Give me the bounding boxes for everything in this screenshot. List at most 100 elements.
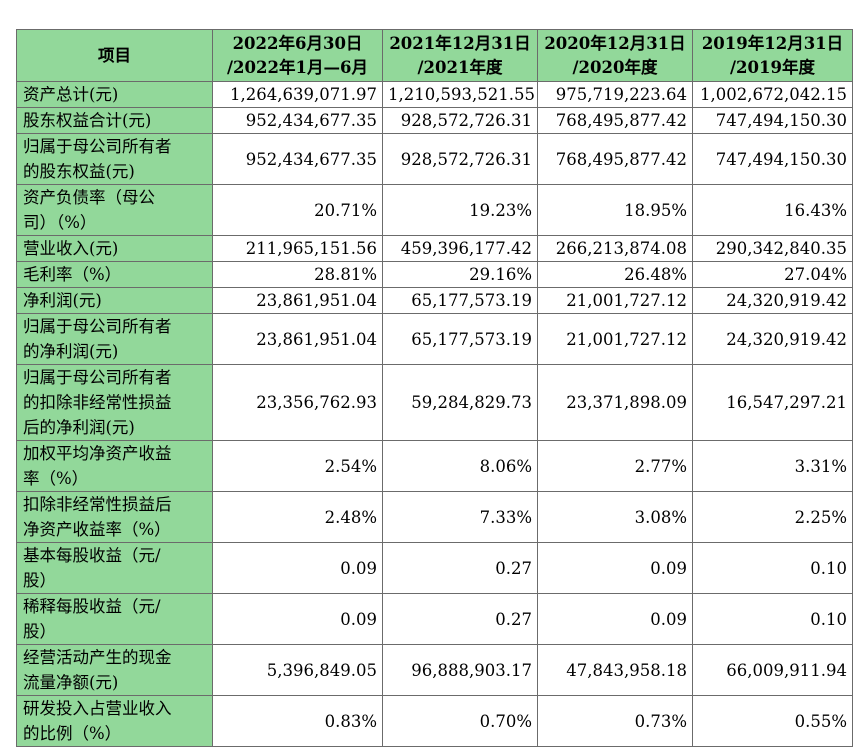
row-value: 21,001,727.12 (537, 313, 693, 365)
row-value: 8.06% (382, 440, 538, 492)
table-row: 归属于母公司所有者 的净利润(元) 23,861,951.04 65,177,573.… (16, 313, 853, 365)
table-row: 稀释每股收益（元/股） 0.09 0.27 0.09 0.10 (16, 593, 853, 645)
table-row: 归属于母公司所有者 的扣除非经常性损益 后的净利润(元) 23,356,762.93 5… (16, 364, 853, 441)
header-period-date: 2019年12月31日 (701, 33, 844, 53)
row-label: 经营活动产生的现金 流量净额(元) (16, 644, 213, 696)
row-label: 研发投入占营业收入 的比例（%） (16, 695, 213, 747)
row-value: 768,495,877.42 (537, 133, 693, 185)
row-label-line: 研发投入占营业收入 (23, 699, 172, 718)
row-value: 0.27 (382, 593, 538, 645)
row-label-line: 资产负债率（母公 (23, 188, 155, 207)
row-value: 96,888,903.17 (382, 644, 538, 696)
row-value: 952,434,677.35 (212, 133, 383, 185)
table-row: 基本每股收益（元/股） 0.09 0.27 0.09 0.10 (16, 542, 853, 594)
row-value: 952,434,677.35 (212, 107, 383, 134)
row-value: 20.71% (212, 184, 383, 236)
row-label: 归属于母公司所有者 的扣除非经常性损益 后的净利润(元) (16, 364, 213, 441)
table-row: 研发投入占营业收入 的比例（%） 0.83% 0.70% 0.73% 0.55% (16, 695, 853, 747)
table-row: 资产负债率（母公 司）（%） 20.71% 19.23% 18.95% 16.43% (16, 184, 853, 236)
row-value: 47,843,958.18 (537, 644, 693, 696)
row-label: 毛利率（%） (16, 261, 213, 288)
row-value: 0.73% (537, 695, 693, 747)
row-label-line: 后的净利润(元) (23, 418, 135, 437)
row-label: 净利润(元) (16, 287, 213, 314)
row-value: 1,002,672,042.15 (692, 81, 853, 108)
row-value: 0.55% (692, 695, 853, 747)
row-value: 27.04% (692, 261, 853, 288)
header-period-range: /2021年度 (417, 57, 503, 77)
row-value: 26.48% (537, 261, 693, 288)
row-value: 65,177,573.19 (382, 287, 538, 314)
row-value: 28.81% (212, 261, 383, 288)
row-value: 290,342,840.35 (692, 235, 853, 262)
row-value: 16.43% (692, 184, 853, 236)
row-label-line: 的股东权益(元) (23, 162, 135, 181)
row-label-line: 净资产收益率（%） (23, 520, 171, 539)
row-value: 0.10 (692, 542, 853, 594)
row-value: 23,861,951.04 (212, 313, 383, 365)
row-label-line: 归属于母公司所有者 (23, 317, 172, 336)
row-label: 营业收入(元) (16, 235, 213, 262)
row-value: 21,001,727.12 (537, 287, 693, 314)
row-label-line: 的比例（%） (23, 724, 122, 743)
row-value: 211,965,151.56 (212, 235, 383, 262)
row-value: 29.16% (382, 261, 538, 288)
row-value: 747,494,150.30 (692, 133, 853, 185)
row-label: 基本每股收益（元/股） (16, 542, 213, 594)
row-label-line: 股） (23, 622, 56, 641)
header-item: 项目 (16, 29, 213, 82)
row-value: 3.08% (537, 491, 693, 543)
row-value: 2.77% (537, 440, 693, 492)
row-value: 459,396,177.42 (382, 235, 538, 262)
row-value: 0.09 (537, 593, 693, 645)
row-label-line: 的扣除非经常性损益 (23, 393, 172, 412)
row-value: 2.25% (692, 491, 853, 543)
table-row: 营业收入(元) 211,965,151.56 459,396,177.42 266,2… (16, 235, 853, 262)
row-value: 23,371,898.09 (537, 364, 693, 441)
row-label: 加权平均净资产收益 率（%） (16, 440, 213, 492)
table-row: 毛利率（%） 28.81% 29.16% 26.48% 27.04% (16, 261, 853, 288)
row-label-line: 净利润(元) (23, 291, 102, 310)
header-period: 2020年12月31日 /2020年度 (537, 29, 693, 82)
row-label-line: 司）（%） (23, 213, 97, 232)
row-label-line: 毛利率（%） (23, 265, 122, 284)
table-row: 加权平均净资产收益 率（%） 2.54% 8.06% 2.77% 3.31% (16, 440, 853, 492)
row-label-line: 稀释每股收益（元/ (23, 597, 161, 616)
row-label-line: 加权平均净资产收益 (23, 444, 172, 463)
header-period-date: 2022年6月30日 (232, 33, 363, 53)
header-period: 2022年6月30日 /2022年1月—6月 (212, 29, 383, 82)
financial-summary-table: 项目 2022年6月30日 /2022年1月—6月 2021年12月31日 /2… (16, 29, 853, 747)
row-value: 768,495,877.42 (537, 107, 693, 134)
table-body: 资产总计(元) 1,264,639,071.97 1,210,593,521.55 9… (16, 81, 853, 747)
row-value: 59,284,829.73 (382, 364, 538, 441)
row-value: 65,177,573.19 (382, 313, 538, 365)
row-value: 18.95% (537, 184, 693, 236)
header-period: 2021年12月31日 /2021年度 (382, 29, 538, 82)
row-value: 0.09 (212, 593, 383, 645)
row-value: 928,572,726.31 (382, 107, 538, 134)
row-label-line: 扣除非经常性损益后 (23, 495, 172, 514)
header-period-date: 2021年12月31日 (389, 33, 531, 53)
row-label-line: 率（%） (23, 469, 89, 488)
row-value: 19.23% (382, 184, 538, 236)
row-value: 2.48% (212, 491, 383, 543)
header-row: 项目 2022年6月30日 /2022年1月—6月 2021年12月31日 /2… (16, 29, 853, 82)
row-value: 1,264,639,071.97 (212, 81, 383, 108)
row-label-line: 归属于母公司所有者 (23, 137, 172, 156)
row-value: 0.70% (382, 695, 538, 747)
header-period-date: 2020年12月31日 (544, 33, 686, 53)
row-value: 266,213,874.08 (537, 235, 693, 262)
row-value: 928,572,726.31 (382, 133, 538, 185)
row-label: 资产负债率（母公 司）（%） (16, 184, 213, 236)
row-value: 5,396,849.05 (212, 644, 383, 696)
row-label-line: 股东权益合计(元) (23, 111, 152, 130)
header-period-range: /2019年度 (730, 57, 815, 77)
row-label-line: 归属于母公司所有者 (23, 368, 172, 387)
row-value: 1,210,593,521.55 (382, 81, 538, 108)
row-label-line: 营业收入(元) (23, 239, 119, 258)
row-label: 稀释每股收益（元/股） (16, 593, 213, 645)
header-period: 2019年12月31日 /2019年度 (692, 29, 853, 82)
row-label-line: 经营活动产生的现金 (23, 648, 172, 667)
table-row: 归属于母公司所有者 的股东权益(元) 952,434,677.35 928,572,7… (16, 133, 853, 185)
row-value: 0.10 (692, 593, 853, 645)
